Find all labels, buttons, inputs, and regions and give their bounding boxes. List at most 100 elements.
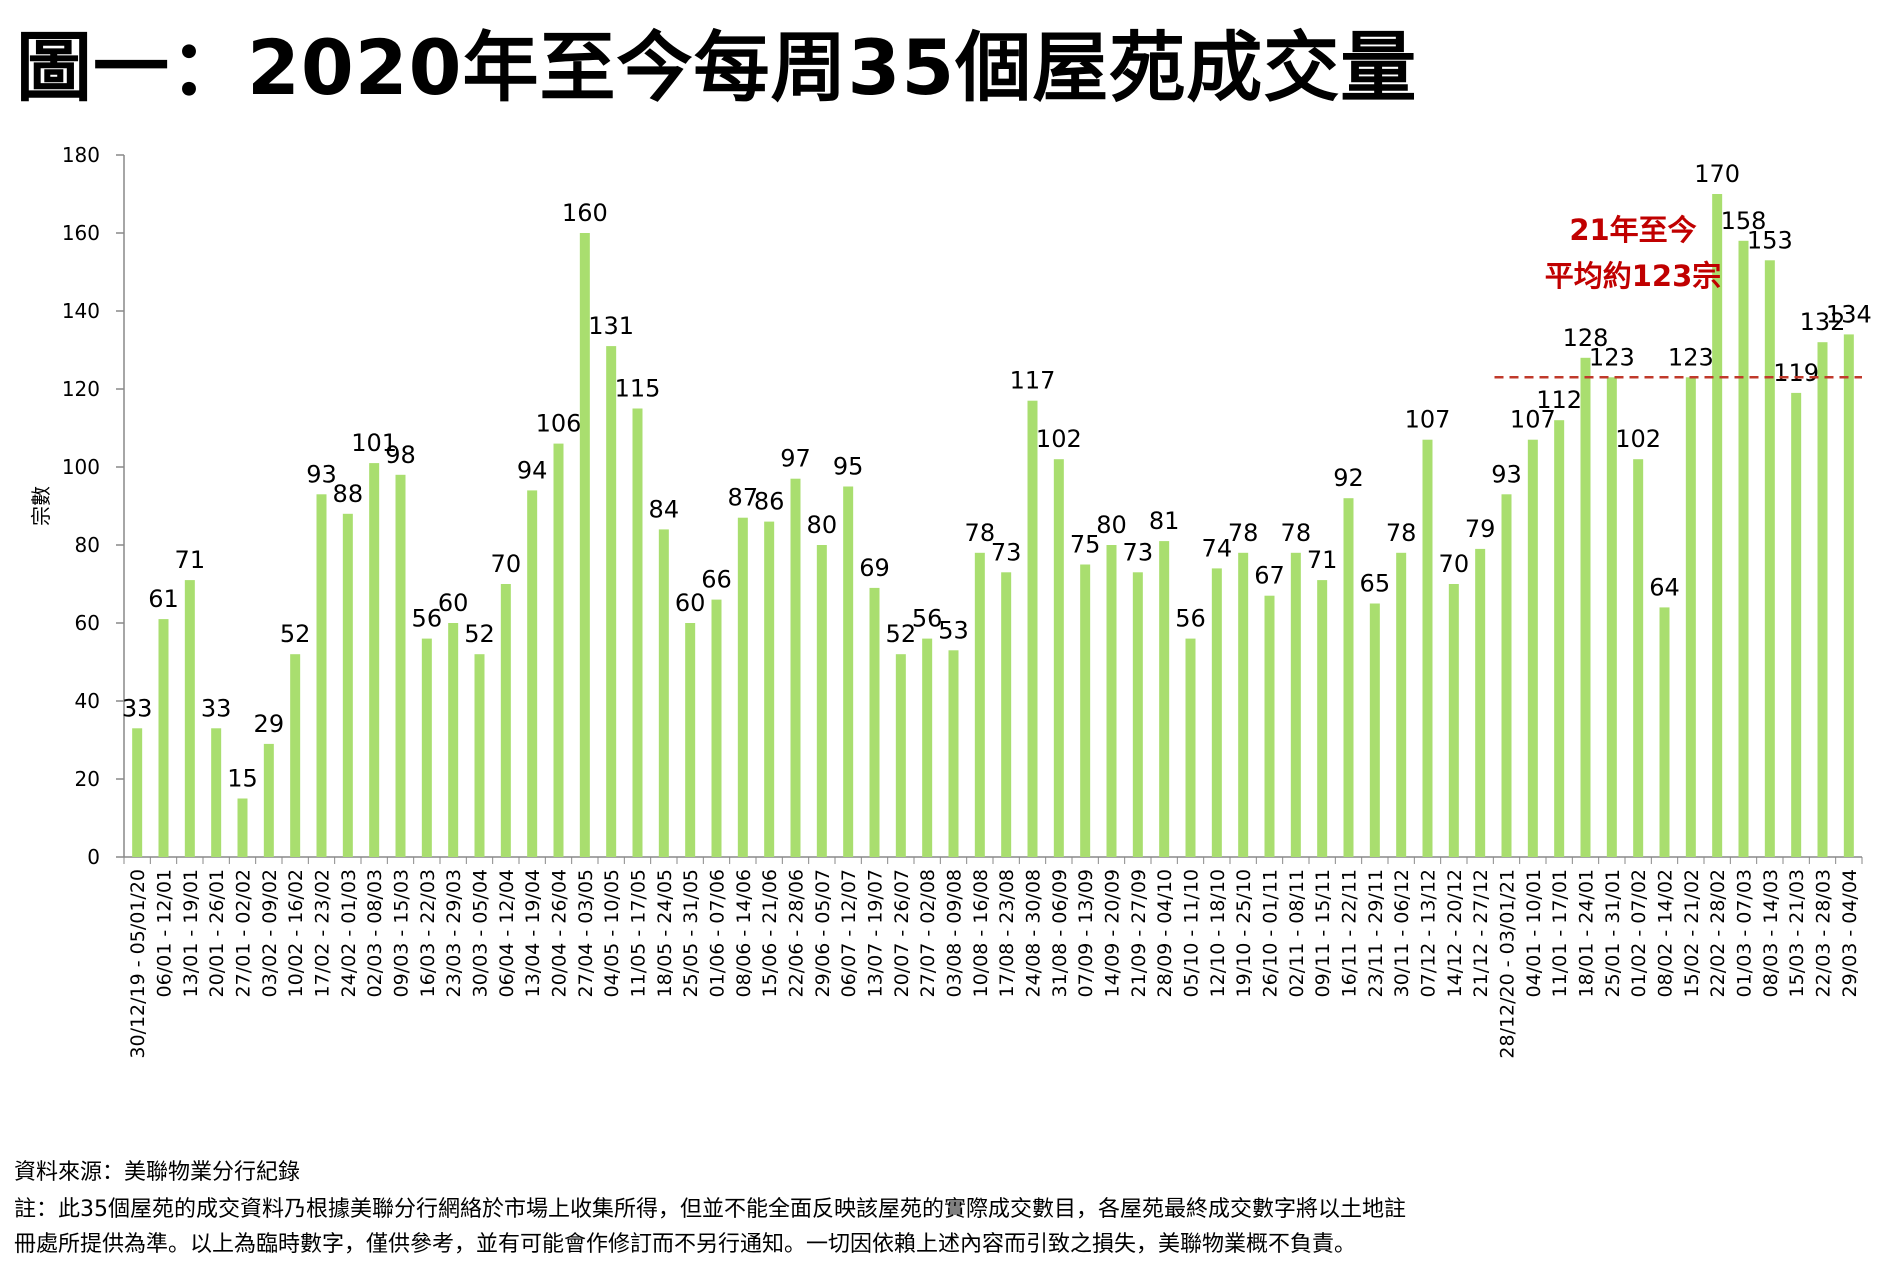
x-category-label: 23/03 - 29/03 [443,869,465,997]
bar-value-label: 65 [1360,570,1391,598]
x-category-label: 02/03 - 08/03 [364,869,386,997]
bar-value-label: 107 [1510,406,1556,434]
bar-value-label: 56 [412,605,443,633]
x-category-label: 16/03 - 22/03 [417,869,439,997]
bar-value-label: 78 [1228,519,1259,547]
bar [632,408,643,857]
x-category-label: 22/06 - 28/06 [786,869,808,997]
bar [1290,552,1301,857]
x-category-label: 06/01 - 12/01 [154,869,176,997]
bar-value-label: 56 [1175,605,1206,633]
bar-value-label: 71 [175,546,206,574]
x-category-label: 13/01 - 19/01 [180,869,202,997]
bar-value-label: 106 [536,410,582,438]
x-category-label: 11/05 - 17/05 [628,869,650,997]
x-category-label: 03/08 - 09/08 [944,869,966,997]
x-category-label: 12/10 - 18/10 [1207,869,1229,997]
bar-value-label: 102 [1036,425,1082,453]
bar-value-label: 66 [701,566,732,594]
bar-value-label: 78 [1386,519,1417,547]
bar-value-label: 33 [122,694,153,722]
bar [1211,568,1222,857]
bar [1317,580,1328,857]
y-tick-label: 0 [87,845,100,869]
bar [1580,357,1591,857]
bar-value-label: 33 [201,694,232,722]
x-category-label: 08/06 - 14/06 [733,869,755,997]
bar [606,346,617,857]
bar-value-label: 153 [1747,226,1793,254]
x-category-label: 04/01 - 10/01 [1523,869,1545,997]
bar-value-label: 170 [1694,160,1740,188]
x-category-label: 28/09 - 04/10 [1154,869,1176,997]
x-category-label: 01/02 - 07/02 [1628,869,1650,997]
x-category-label: 20/07 - 26/07 [891,869,913,997]
bar [922,638,933,857]
bar [1475,548,1486,857]
bar [948,650,959,857]
bar [1501,494,1512,857]
bar [711,599,722,857]
bar [448,623,459,857]
bar-value-label: 64 [1649,573,1680,601]
bar-value-label: 73 [991,538,1022,566]
y-tick-label: 140 [62,299,100,323]
y-tick-label: 120 [62,377,100,401]
x-category-label: 27/07 - 02/08 [917,869,939,997]
bar-value-label: 119 [1773,359,1819,387]
bar-value-label: 67 [1254,562,1285,590]
bar [1027,400,1038,857]
bar-value-label: 123 [1668,343,1714,371]
bar [1080,564,1091,857]
x-category-label: 03/02 - 09/02 [259,869,281,997]
chart-title: 圖一：2020年至今每周35個屋苑成交量 [16,23,1418,112]
bar-value-label: 52 [280,620,311,648]
x-category-label: 20/01 - 26/01 [206,869,228,997]
bar [1132,572,1143,857]
bar [500,584,511,857]
source-note: 資料來源：美聯物業分行紀錄 [14,1160,301,1185]
bar [290,654,301,857]
x-category-label: 18/05 - 24/05 [654,869,676,997]
bar [895,654,906,857]
bar [790,478,801,857]
bar-value-label: 80 [1096,511,1127,539]
bar-value-label: 112 [1536,386,1582,414]
x-category-label: 31/08 - 06/09 [1049,869,1071,997]
bar-value-label: 86 [754,488,785,516]
x-category-label: 15/06 - 21/06 [759,869,781,997]
y-tick-label: 180 [62,143,100,167]
disclaimer-line-1: 註：此35個屋苑的成交資料乃根據美聯分行網絡於市場上收集所得，但並不能全面反映該… [14,1197,1406,1222]
bar [974,552,985,857]
x-category-label: 15/02 - 21/02 [1681,869,1703,997]
bar-value-label: 69 [859,554,890,582]
x-category-label: 01/06 - 07/06 [707,869,729,997]
bar-value-label: 93 [306,460,337,488]
bar [1659,607,1670,857]
bar-value-label: 78 [965,519,996,547]
bar [395,474,406,857]
x-category-label: 27/04 - 03/05 [575,869,597,997]
bar-value-label: 81 [1149,507,1180,535]
x-category-label: 24/08 - 30/08 [1023,869,1045,997]
bar [869,587,880,857]
bar [1001,572,1012,857]
y-tick-label: 40 [75,689,100,713]
bar [1843,334,1854,857]
bar-value-label: 101 [351,429,397,457]
x-category-label: 16/11 - 22/11 [1339,869,1361,997]
bar [474,654,485,857]
bar-value-label: 70 [491,550,522,578]
x-category-label: 14/12 - 20/12 [1444,869,1466,997]
x-category-label: 19/10 - 25/10 [1233,869,1255,997]
bar [1712,194,1723,857]
x-category-label: 30/12/19 - 05/01/20 [127,869,149,1059]
bar [764,521,775,857]
bar-value-label: 92 [1333,464,1364,492]
bar-value-label: 95 [833,453,864,481]
bar-value-label: 78 [1281,519,1312,547]
bar-value-label: 80 [807,511,838,539]
bar-value-label: 84 [649,495,680,523]
bar [342,513,353,857]
bar [1791,392,1802,857]
